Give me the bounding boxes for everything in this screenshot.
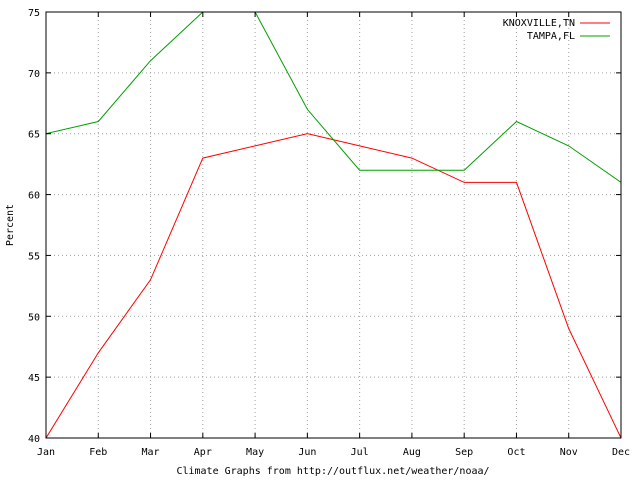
plot-frame	[45, 11, 622, 439]
legend-label: KNOXVILLE,TN	[503, 18, 575, 29]
y-axis-ticks: 40 45 50 55 60 65 70 75	[28, 8, 621, 445]
y-tick-label: 50	[28, 312, 40, 323]
x-tick-label: Oct	[507, 447, 525, 458]
y-tick-label: 45	[28, 373, 40, 384]
x-tick-label: Aug	[403, 447, 421, 458]
series-line-2	[46, 12, 621, 183]
y-tick-label: 75	[28, 8, 40, 19]
x-tick-label: Mar	[142, 447, 160, 458]
x-tick-label: Nov	[560, 447, 578, 458]
y-tick-label: 70	[28, 69, 40, 80]
x-tick-label: Apr	[194, 447, 212, 458]
y-tick-label: 55	[28, 251, 40, 262]
x-tick-label: Dec	[612, 447, 630, 458]
y-tick-label: 40	[28, 434, 40, 445]
y-tick-label: 60	[28, 191, 40, 202]
series-line-1	[46, 133, 621, 438]
legend-label: TAMPA,FL	[527, 31, 575, 42]
y-tick-label: 65	[28, 130, 40, 141]
x-tick-label: May	[246, 447, 264, 458]
x-tick-label: Jun	[298, 447, 316, 458]
grid-lines	[46, 12, 621, 438]
x-tick-label: Feb	[89, 447, 107, 458]
series-lines	[46, 12, 621, 438]
x-axis-label: Climate Graphs from http://outflux.net/w…	[176, 466, 489, 477]
x-tick-label: Jan	[37, 447, 55, 458]
y-axis-label: Percent	[5, 204, 16, 246]
x-tick-label: Jul	[351, 447, 369, 458]
x-tick-label: Sep	[455, 447, 473, 458]
x-axis-ticks: Jan Feb Mar Apr May Jun Jul Aug Sep Oct Nov Dec	[37, 12, 630, 458]
legend: KNOXVILLE,TN TAMPA,FL	[503, 18, 610, 42]
